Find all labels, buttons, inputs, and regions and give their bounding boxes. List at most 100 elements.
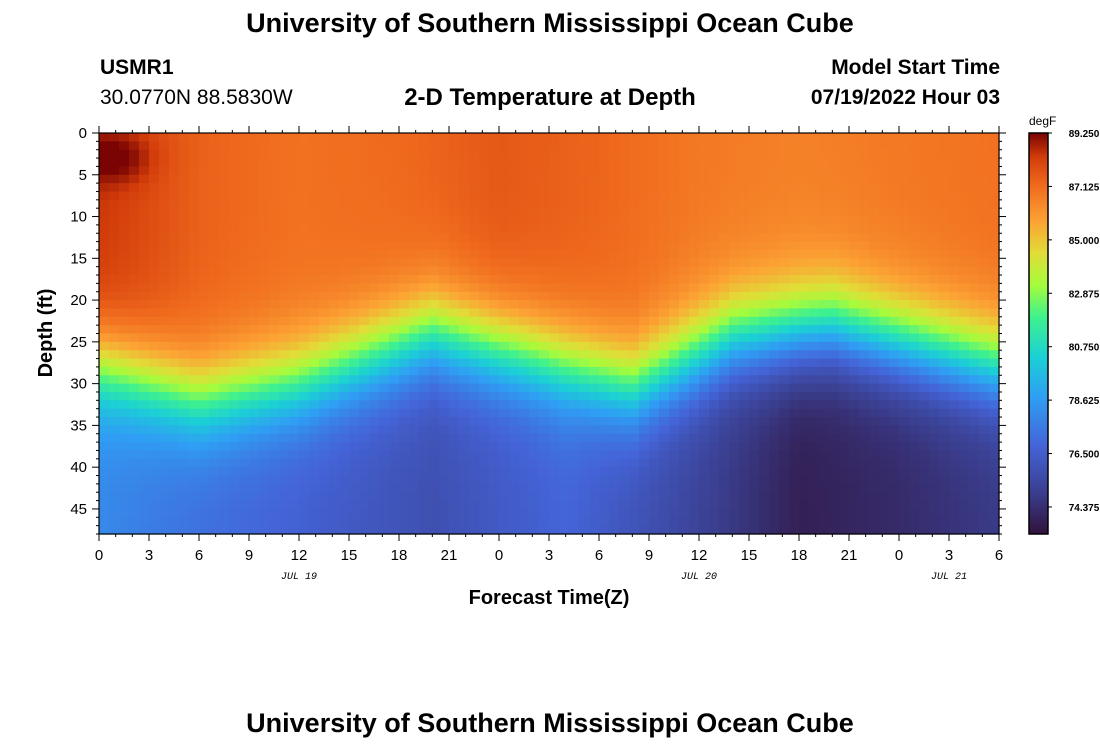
heatmap-cell bbox=[159, 475, 170, 485]
heatmap-cell bbox=[569, 258, 580, 268]
heatmap-cell bbox=[929, 133, 940, 142]
heatmap-cell bbox=[879, 308, 890, 318]
heatmap-cell bbox=[939, 199, 950, 209]
heatmap-cell bbox=[349, 525, 360, 535]
heatmap-cell bbox=[759, 366, 770, 376]
heatmap-cell bbox=[659, 275, 670, 284]
heatmap-cell bbox=[769, 291, 780, 301]
heatmap-cell bbox=[509, 258, 520, 268]
heatmap-cell bbox=[509, 166, 520, 176]
heatmap-cell bbox=[809, 199, 820, 209]
heatmap-cell bbox=[909, 275, 920, 284]
heatmap-cell bbox=[349, 508, 360, 518]
heatmap-cell bbox=[479, 141, 490, 151]
heatmap-cell bbox=[899, 483, 910, 493]
heatmap-cell bbox=[859, 333, 870, 343]
heatmap-cell bbox=[929, 408, 940, 418]
heatmap-cell bbox=[939, 316, 950, 326]
heatmap-cell bbox=[159, 375, 170, 385]
heatmap-cell bbox=[739, 183, 750, 193]
heatmap-cell bbox=[749, 492, 760, 502]
heatmap-cell bbox=[319, 358, 330, 368]
heatmap-cell bbox=[449, 467, 460, 477]
heatmap-cell bbox=[299, 174, 310, 184]
heatmap-cell bbox=[439, 249, 450, 259]
heatmap-cell bbox=[409, 233, 420, 243]
heatmap-cell bbox=[849, 408, 860, 418]
heatmap-cell bbox=[699, 166, 710, 176]
heatmap-cell bbox=[139, 266, 150, 276]
heatmap-cell bbox=[709, 492, 720, 502]
heatmap-cell bbox=[759, 417, 770, 426]
heatmap-cell bbox=[589, 500, 600, 510]
heatmap-cell bbox=[169, 183, 180, 193]
heatmap-cell bbox=[539, 183, 550, 193]
heatmap-cell bbox=[589, 283, 600, 293]
heatmap-cell bbox=[899, 442, 910, 452]
heatmap-cell bbox=[929, 483, 940, 493]
heatmap-cell bbox=[649, 433, 660, 443]
heatmap-cell bbox=[439, 475, 450, 485]
heatmap-cell bbox=[869, 133, 880, 142]
heatmap-cell bbox=[499, 400, 510, 410]
heatmap-cell bbox=[279, 149, 290, 159]
heatmap-cell bbox=[949, 375, 960, 385]
heatmap-cell bbox=[189, 158, 200, 168]
heatmap-cell bbox=[569, 266, 580, 276]
heatmap-cell bbox=[839, 467, 850, 477]
heatmap-cell bbox=[719, 525, 730, 535]
heatmap-cell bbox=[219, 308, 230, 318]
heatmap-cell bbox=[819, 400, 830, 410]
heatmap-cell bbox=[919, 375, 930, 385]
heatmap-cell bbox=[509, 291, 520, 301]
heatmap-cell bbox=[589, 408, 600, 418]
heatmap-cell bbox=[499, 333, 510, 343]
heatmap-cell bbox=[399, 258, 410, 268]
heatmap-cell bbox=[669, 300, 680, 310]
y-tick-label: 30 bbox=[70, 376, 87, 393]
heatmap-cell bbox=[599, 500, 610, 510]
heatmap-cell bbox=[159, 350, 170, 360]
heatmap-cell bbox=[399, 249, 410, 259]
heatmap-cell bbox=[489, 308, 500, 318]
heatmap-cell bbox=[619, 275, 630, 284]
heatmap-cell bbox=[769, 400, 780, 410]
heatmap-cell bbox=[339, 450, 350, 460]
heatmap-cell bbox=[879, 458, 890, 468]
heatmap-cell bbox=[749, 208, 760, 218]
heatmap-cell bbox=[829, 341, 840, 351]
heatmap-cell bbox=[229, 291, 240, 301]
heatmap-cell bbox=[799, 333, 810, 343]
heatmap-cell bbox=[349, 433, 360, 443]
heatmap-cell bbox=[309, 183, 320, 193]
heatmap-cell bbox=[809, 275, 820, 284]
heatmap-cell bbox=[889, 442, 900, 452]
heatmap-cell bbox=[569, 183, 580, 193]
heatmap-cell bbox=[679, 417, 690, 426]
heatmap-cell bbox=[109, 233, 120, 243]
heatmap-cell bbox=[949, 433, 960, 443]
heatmap-cell bbox=[139, 149, 150, 159]
heatmap-cell bbox=[779, 224, 790, 234]
heatmap-cell bbox=[769, 191, 780, 201]
heatmap-cell bbox=[719, 391, 730, 401]
heatmap-cell bbox=[159, 266, 170, 276]
heatmap-cell bbox=[209, 325, 220, 335]
heatmap-cell bbox=[939, 350, 950, 360]
heatmap-cell bbox=[159, 467, 170, 477]
heatmap-cell bbox=[989, 508, 1000, 518]
heatmap-cell bbox=[719, 383, 730, 393]
heatmap-cell bbox=[189, 183, 200, 193]
heatmap-cell bbox=[549, 492, 560, 502]
heatmap-cell bbox=[159, 166, 170, 176]
heatmap-cell bbox=[809, 166, 820, 176]
heatmap-cell bbox=[899, 325, 910, 335]
heatmap-cell bbox=[259, 208, 270, 218]
heatmap-cell bbox=[759, 391, 770, 401]
heatmap-cell bbox=[669, 508, 680, 518]
heatmap-cell bbox=[129, 308, 140, 318]
heatmap-cell bbox=[229, 333, 240, 343]
heatmap-cell bbox=[659, 224, 670, 234]
heatmap-cell bbox=[879, 166, 890, 176]
heatmap-cell bbox=[619, 208, 630, 218]
